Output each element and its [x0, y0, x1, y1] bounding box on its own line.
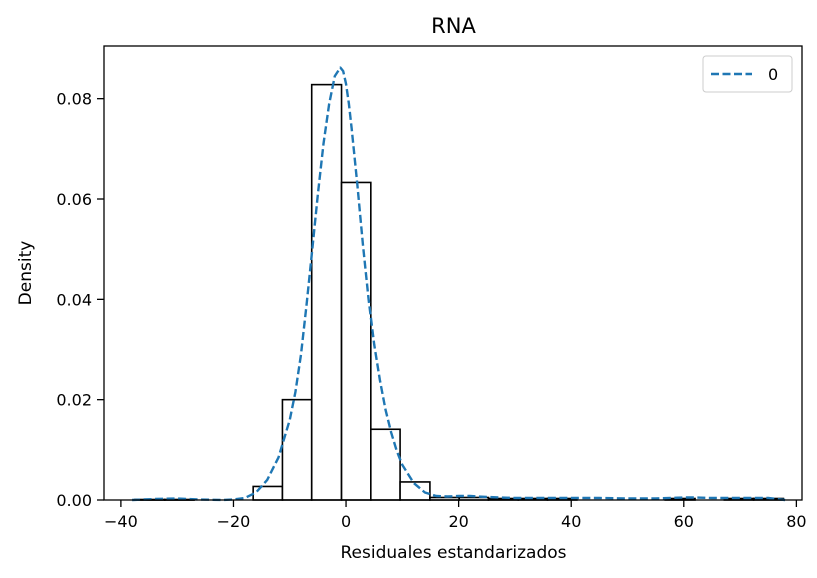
x-tick-label: −20	[217, 512, 251, 531]
y-tick-label: 0.04	[56, 290, 92, 309]
y-tick-label: 0.08	[56, 90, 92, 109]
y-tick-label: 0.00	[56, 491, 92, 510]
histogram-bar	[281, 398, 313, 501]
legend: 0	[702, 55, 793, 93]
x-tick-label: 40	[561, 512, 581, 531]
histogram-bar	[370, 428, 401, 501]
x-tick-label: 0	[341, 512, 351, 531]
density-curve	[132, 66, 786, 502]
x-axis-label: Residuales estandarizados	[341, 543, 567, 563]
x-tick-label: −40	[104, 512, 138, 531]
histogram-bar	[252, 485, 284, 501]
density-curve-layer	[132, 66, 786, 502]
y-axis-label: Density	[16, 241, 36, 306]
histogram-bars	[134, 83, 785, 501]
chart-title: RNA	[431, 14, 476, 38]
x-tick-label: 20	[448, 512, 468, 531]
plot-frame	[103, 45, 803, 501]
y-tick-label: 0.06	[56, 190, 92, 209]
y-axis-ticks: 0.00 0.02 0.04 0.06 0.08	[56, 90, 104, 510]
histogram-bar	[310, 83, 343, 501]
x-axis-ticks: −40 −20 0 20 40 60 80	[104, 500, 807, 531]
legend-label: 0	[768, 65, 778, 84]
x-tick-label: 60	[674, 512, 694, 531]
x-tick-label: 80	[786, 512, 806, 531]
y-tick-label: 0.02	[56, 391, 92, 410]
histogram-bar	[340, 181, 372, 501]
